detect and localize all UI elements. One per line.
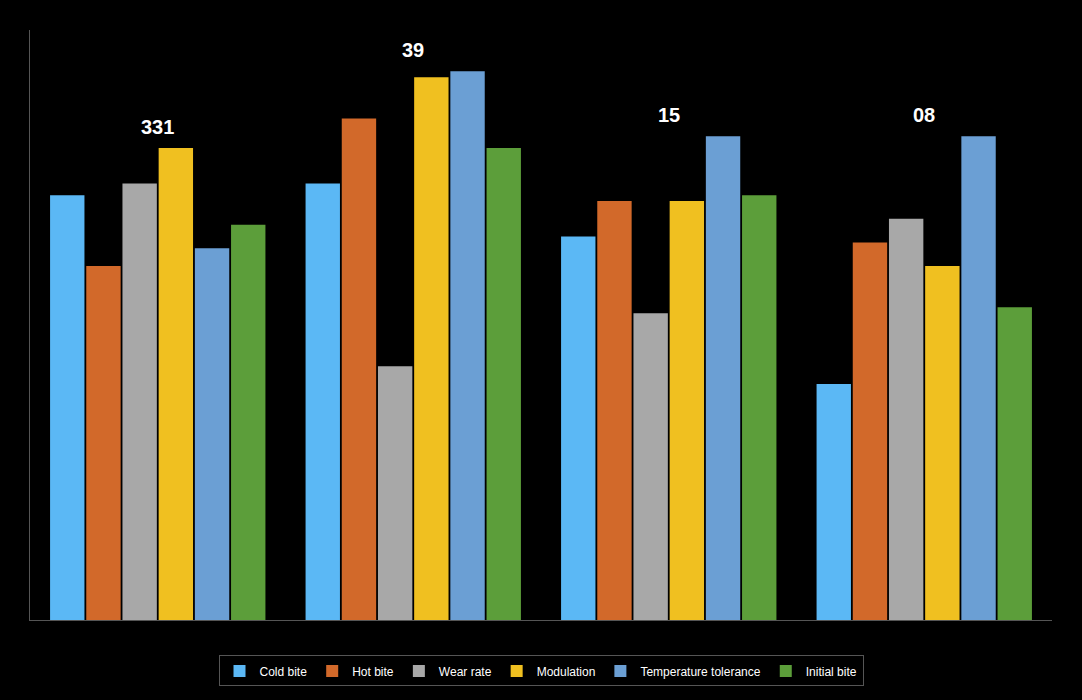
svg-text:Wear rate: Wear rate	[439, 665, 492, 679]
svg-text:Cold bite: Cold bite	[260, 665, 308, 679]
svg-text:08: 08	[913, 104, 935, 126]
svg-text:15: 15	[658, 104, 680, 126]
svg-text:Modulation: Modulation	[537, 665, 596, 679]
svg-text:Hot bite: Hot bite	[352, 665, 394, 679]
svg-text:39: 39	[402, 39, 424, 61]
svg-text:331: 331	[141, 116, 174, 138]
svg-text:Initial bite: Initial bite	[806, 665, 857, 679]
svg-text:Temperature tolerance: Temperature tolerance	[640, 665, 760, 679]
